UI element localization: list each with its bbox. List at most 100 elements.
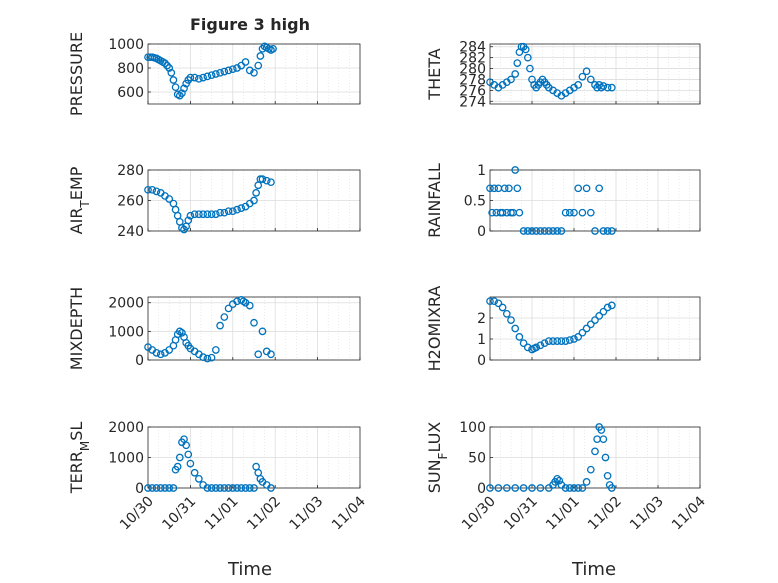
data-point <box>267 484 275 492</box>
data-point <box>574 484 583 492</box>
data-point <box>220 313 229 321</box>
y-tick-label: 0.5 <box>464 194 486 210</box>
data-point <box>211 346 220 354</box>
data-point <box>144 185 152 194</box>
data-point <box>601 453 610 462</box>
data-point <box>515 333 524 341</box>
data-point <box>586 75 595 84</box>
y-tick-label: 1000 <box>108 37 144 53</box>
data-point <box>532 227 541 235</box>
data-point <box>502 484 511 492</box>
data-point <box>233 205 241 214</box>
data-point <box>540 339 549 348</box>
data-point <box>574 81 583 89</box>
axes-box <box>489 43 701 105</box>
data-point <box>515 208 524 217</box>
data-point <box>165 484 174 492</box>
data-point <box>591 447 599 456</box>
data-point <box>532 343 541 352</box>
data-point <box>511 70 520 78</box>
data-point <box>494 484 503 492</box>
data-point <box>207 484 216 492</box>
data-point <box>184 450 193 459</box>
data-point <box>163 61 171 70</box>
axes-box <box>489 296 701 361</box>
y-tick-label: 2000 <box>108 420 144 436</box>
data-point <box>203 210 212 219</box>
data-point <box>256 52 265 60</box>
data-point <box>165 195 174 203</box>
data-point <box>190 73 199 82</box>
data-point <box>591 227 599 235</box>
data-point <box>578 208 587 217</box>
data-point <box>148 185 157 194</box>
data-point <box>603 227 612 235</box>
data-point <box>161 59 169 68</box>
data-point <box>595 312 604 320</box>
data-point <box>513 184 522 193</box>
data-point <box>199 210 207 219</box>
data-point <box>207 71 216 80</box>
data-point <box>190 210 199 219</box>
data-point <box>169 76 178 84</box>
data-point <box>250 484 258 492</box>
data-point <box>486 484 494 492</box>
data-point <box>178 89 186 98</box>
data-point <box>184 216 193 225</box>
data-point <box>207 353 216 362</box>
data-point <box>582 67 591 76</box>
data-point <box>599 227 608 235</box>
y-axis-label: AIRTEMP <box>67 166 92 234</box>
y-tick-label: 100 <box>459 420 486 436</box>
y-tick-label: 278 <box>459 72 486 88</box>
data-point <box>536 484 545 492</box>
data-point <box>607 83 616 92</box>
data-point <box>570 484 578 492</box>
data-point <box>195 74 203 83</box>
data-point <box>237 204 246 212</box>
data-point <box>250 68 258 77</box>
data-point <box>216 208 224 217</box>
y-axis-label: TERRMSL <box>67 422 92 495</box>
data-point <box>549 227 557 235</box>
y-tick-label: 1 <box>477 163 486 179</box>
y-tick-label: 600 <box>117 85 144 101</box>
data-point <box>570 335 578 343</box>
data-point <box>195 210 203 219</box>
data-point <box>498 208 507 217</box>
data-point <box>536 341 545 350</box>
data-point <box>599 82 608 90</box>
data-point <box>203 354 212 363</box>
data-point <box>523 227 532 235</box>
data-point <box>553 227 562 235</box>
data-point <box>494 299 503 308</box>
data-point <box>267 350 275 359</box>
data-point <box>511 484 520 492</box>
data-point <box>586 465 595 474</box>
data-point <box>173 462 182 471</box>
data-point <box>578 328 587 337</box>
data-point <box>526 64 534 73</box>
data-point <box>549 337 557 345</box>
data-point <box>250 318 258 327</box>
data-point <box>519 227 528 235</box>
y-tick-label: 274 <box>459 94 486 110</box>
data-point <box>574 333 583 341</box>
data-point <box>262 176 271 185</box>
data-point <box>561 208 570 217</box>
data-point <box>578 484 587 492</box>
data-point <box>490 184 499 193</box>
y-tick-label: 50 <box>468 451 486 467</box>
data-point <box>269 44 277 53</box>
data-point <box>216 321 224 330</box>
data-point <box>178 328 186 337</box>
data-point <box>224 66 233 75</box>
y-tick-label: 2000 <box>108 296 144 312</box>
data-point <box>152 187 161 196</box>
data-point <box>599 307 608 316</box>
data-point <box>245 484 254 492</box>
subplot-5: 0 1000 2000 MIXDEPTH <box>67 287 361 370</box>
data-point <box>220 484 229 492</box>
